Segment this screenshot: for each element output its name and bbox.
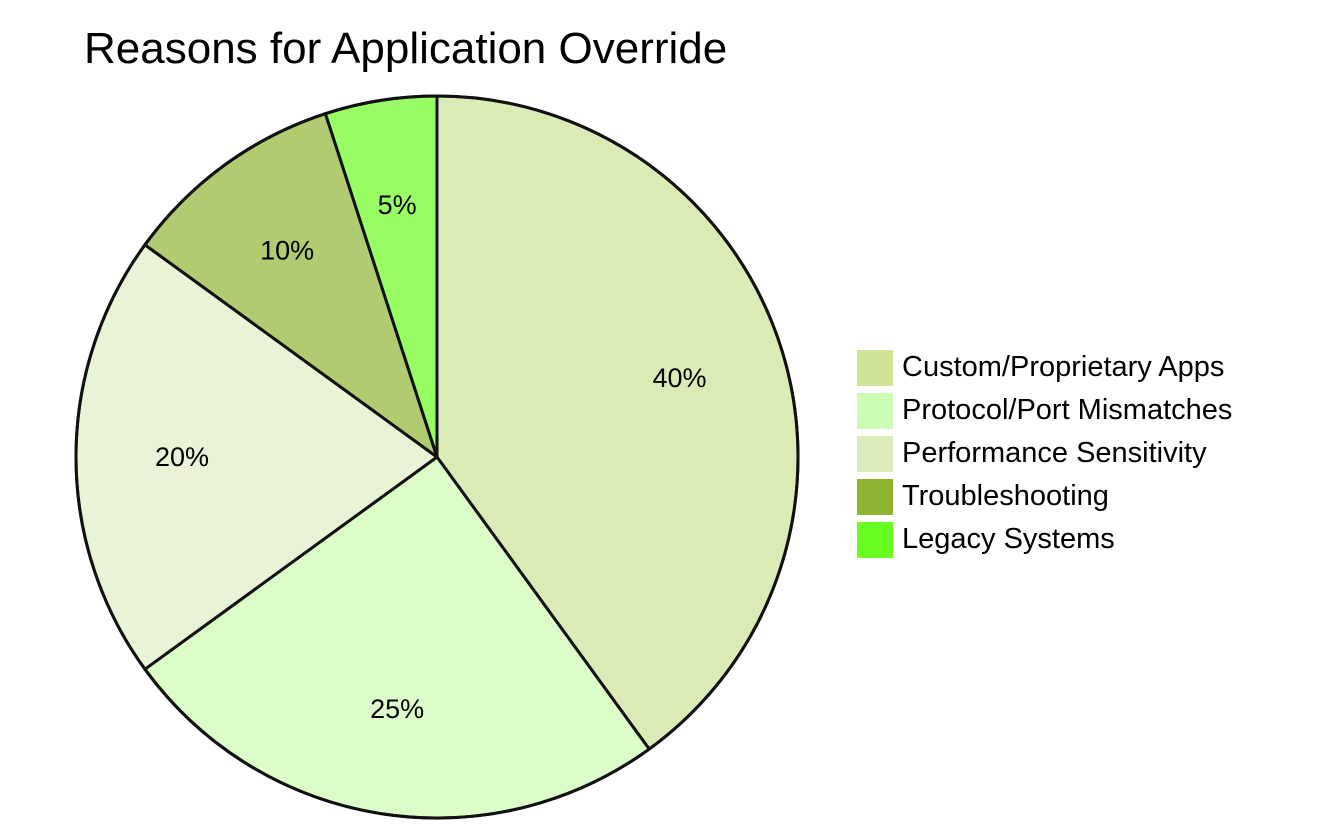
slice-label-legacy-systems: 5% — [378, 190, 417, 220]
slice-label-protocol-port-mismatches: 25% — [370, 694, 424, 724]
legend-label: Custom/Proprietary Apps — [902, 351, 1225, 383]
pie-outline — [74, 94, 800, 820]
legend-swatch — [857, 435, 893, 472]
legend-item-performance-sensitivity: Performance Sensitivity — [857, 432, 1232, 475]
pie-slices — [74, 94, 800, 820]
chart-title: Reasons for Application Override — [84, 24, 728, 73]
legend-swatch — [857, 478, 893, 515]
slice-label-troubleshooting: 10% — [260, 236, 314, 266]
legend-item-custom-proprietary-apps: Custom/Proprietary Apps — [857, 346, 1232, 389]
legend-label: Legacy Systems — [902, 523, 1115, 555]
legend-item-protocol-port-mismatches: Protocol/Port Mismatches — [857, 389, 1232, 432]
legend-label: Troubleshooting — [902, 480, 1109, 512]
legend-item-legacy-systems: Legacy Systems — [857, 518, 1232, 561]
legend-item-troubleshooting: Troubleshooting — [857, 475, 1232, 518]
slice-label-performance-sensitivity: 20% — [155, 442, 209, 472]
legend-label: Performance Sensitivity — [902, 437, 1207, 469]
slice-label-custom-proprietary-apps: 40% — [652, 363, 706, 393]
legend-swatch — [857, 521, 893, 558]
pie-slice-labels: 40% 25% 20% 10% 5% — [155, 190, 707, 724]
legend-swatch — [857, 349, 893, 386]
legend: Custom/Proprietary Apps Protocol/Port Mis… — [857, 346, 1232, 561]
legend-swatch — [857, 392, 893, 429]
legend-label: Protocol/Port Mismatches — [902, 394, 1233, 426]
